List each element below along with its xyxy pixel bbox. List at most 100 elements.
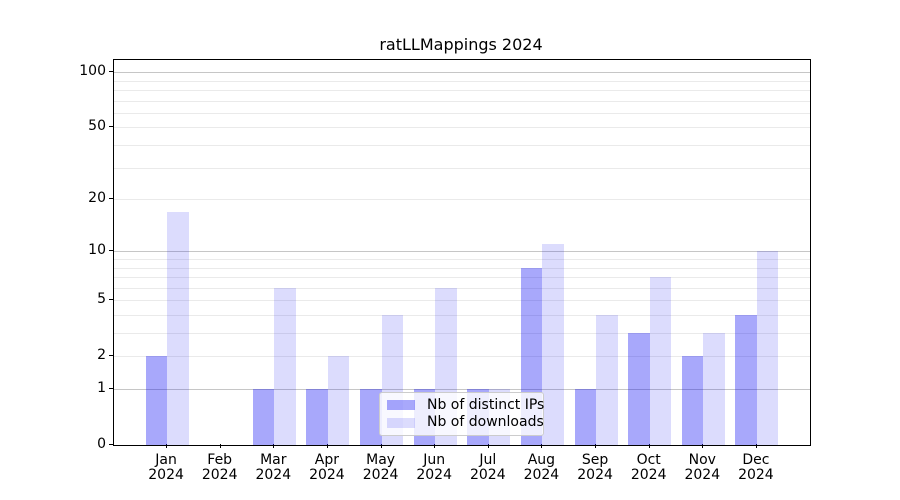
gridline-minor-7 xyxy=(114,277,810,278)
y-tick-label-0: 0 xyxy=(97,436,106,452)
x-tick-mark-feb xyxy=(219,444,221,448)
bar-downloads-aug xyxy=(542,244,564,445)
bar-downloads-oct xyxy=(649,277,672,445)
gridline-major-1 xyxy=(114,389,810,390)
gridline-minor-30 xyxy=(114,167,810,169)
x-tick-month-feb: Feb xyxy=(207,452,233,468)
bar-ips-dec xyxy=(735,315,757,445)
x-tick-label-dec: Dec 2024 xyxy=(728,453,784,483)
gridline-major-10 xyxy=(114,251,810,253)
y-tick-mark-20 xyxy=(109,198,113,200)
x-tick-label-may: May 2024 xyxy=(353,453,409,483)
x-tick-mark-apr xyxy=(326,444,328,448)
x-tick-year-jun: 2024 xyxy=(416,467,452,483)
bar-ips-nov xyxy=(681,356,704,445)
x-tick-year-mar: 2024 xyxy=(255,467,292,483)
y-tick-mark-2 xyxy=(109,355,113,357)
x-tick-month-may: May xyxy=(366,452,396,468)
plot-canvas xyxy=(114,60,810,445)
gridline-minor-5 xyxy=(114,300,810,302)
x-tick-month-aug: Aug xyxy=(527,452,556,468)
legend-row-downloads: Nb of downloads xyxy=(385,414,544,431)
y-tick-mark-5 xyxy=(109,299,113,301)
x-tick-month-jan: Jan xyxy=(155,452,177,468)
x-tick-month-dec: Dec xyxy=(742,452,770,468)
y-tick-label-1: 1 xyxy=(97,380,106,396)
x-tick-label-feb: Feb 2024 xyxy=(192,453,248,483)
y-tick-mark-10 xyxy=(109,250,113,252)
x-tick-mark-dec xyxy=(755,444,757,448)
gridline-minor-20 xyxy=(114,199,810,201)
x-tick-year-jan: 2024 xyxy=(148,467,184,483)
bar-ips-oct xyxy=(628,333,650,445)
gridline-minor-80 xyxy=(114,90,810,91)
y-tick-label-10: 10 xyxy=(88,242,106,259)
y-tick-label-20: 20 xyxy=(88,190,106,207)
x-tick-year-sep: 2024 xyxy=(577,467,613,483)
bar-downloads-dec xyxy=(756,251,779,445)
x-tick-year-may: 2024 xyxy=(362,467,399,483)
legend-swatch-downloads xyxy=(387,417,415,428)
x-tick-label-oct: Oct 2024 xyxy=(621,453,677,483)
x-tick-year-oct: 2024 xyxy=(630,467,667,483)
y-tick-mark-100 xyxy=(109,71,113,73)
y-tick-mark-1 xyxy=(109,388,113,389)
y-tick-mark-0 xyxy=(109,444,113,445)
gridline-minor-9 xyxy=(114,259,810,260)
bar-downloads-nov xyxy=(703,333,725,445)
x-tick-mark-aug xyxy=(541,444,543,448)
bar-downloads-jan xyxy=(167,211,189,445)
legend-swatch-distinct-ips xyxy=(387,400,415,411)
gridline-minor-6 xyxy=(114,287,810,289)
bar-downloads-sep xyxy=(596,315,618,445)
bar-ips-may xyxy=(360,389,382,445)
x-tick-month-nov: Nov xyxy=(688,452,716,468)
x-tick-month-jun: Jun xyxy=(423,452,446,468)
bar-downloads-mar xyxy=(274,287,296,445)
x-tick-label-aug: Aug 2024 xyxy=(513,453,569,483)
legend-row-distinct-ips: Nb of distinct IPs xyxy=(385,397,544,414)
y-tick-label-2: 2 xyxy=(97,347,106,364)
x-tick-label-jan: Jan 2024 xyxy=(138,453,194,483)
gridline-minor-8 xyxy=(114,267,810,269)
x-tick-label-apr: Apr 2024 xyxy=(299,453,355,483)
gridline-minor-90 xyxy=(114,80,810,82)
gridline-major-100 xyxy=(114,72,810,74)
gridline-minor-40 xyxy=(114,145,810,146)
legend: Nb of distinct IPs Nb of downloads xyxy=(379,392,544,436)
x-tick-month-mar: Mar xyxy=(260,452,287,468)
y-tick-label-5: 5 xyxy=(97,291,106,308)
x-tick-month-apr: Apr xyxy=(314,452,339,468)
x-tick-year-dec: 2024 xyxy=(738,467,774,483)
x-tick-year-jul: 2024 xyxy=(469,467,506,483)
y-tick-label-50: 50 xyxy=(88,118,106,135)
x-tick-label-nov: Nov 2024 xyxy=(674,453,730,483)
x-tick-month-oct: Oct xyxy=(636,452,661,468)
chart-title: ratLLMappings 2024 xyxy=(379,35,543,54)
gridline-minor-3 xyxy=(114,333,810,334)
plot-area xyxy=(113,59,811,446)
x-tick-mark-nov xyxy=(702,444,704,448)
x-tick-mark-may xyxy=(380,444,382,448)
x-tick-mark-mar xyxy=(273,444,275,448)
gridline-minor-2 xyxy=(114,356,810,358)
x-tick-year-feb: 2024 xyxy=(201,467,238,483)
x-tick-year-apr: 2024 xyxy=(309,467,345,483)
x-tick-month-jul: Jul xyxy=(479,452,497,468)
x-tick-mark-jul xyxy=(487,444,489,448)
bar-ips-mar xyxy=(252,389,275,445)
x-tick-mark-jan xyxy=(166,444,168,448)
x-tick-label-jun: Jun 2024 xyxy=(406,453,462,483)
x-tick-label-jul: Jul 2024 xyxy=(460,453,516,483)
x-tick-label-sep: Sep 2024 xyxy=(567,453,623,483)
gridline-minor-50 xyxy=(114,127,810,129)
gridline-minor-70 xyxy=(114,100,810,102)
x-tick-year-nov: 2024 xyxy=(684,467,721,483)
legend-label-downloads: Nb of downloads xyxy=(427,414,544,431)
x-tick-month-sep: Sep xyxy=(581,452,609,468)
x-tick-mark-sep xyxy=(595,444,597,448)
gridline-minor-4 xyxy=(114,315,810,316)
bar-ips-sep xyxy=(574,389,597,445)
x-tick-mark-oct xyxy=(648,444,650,448)
